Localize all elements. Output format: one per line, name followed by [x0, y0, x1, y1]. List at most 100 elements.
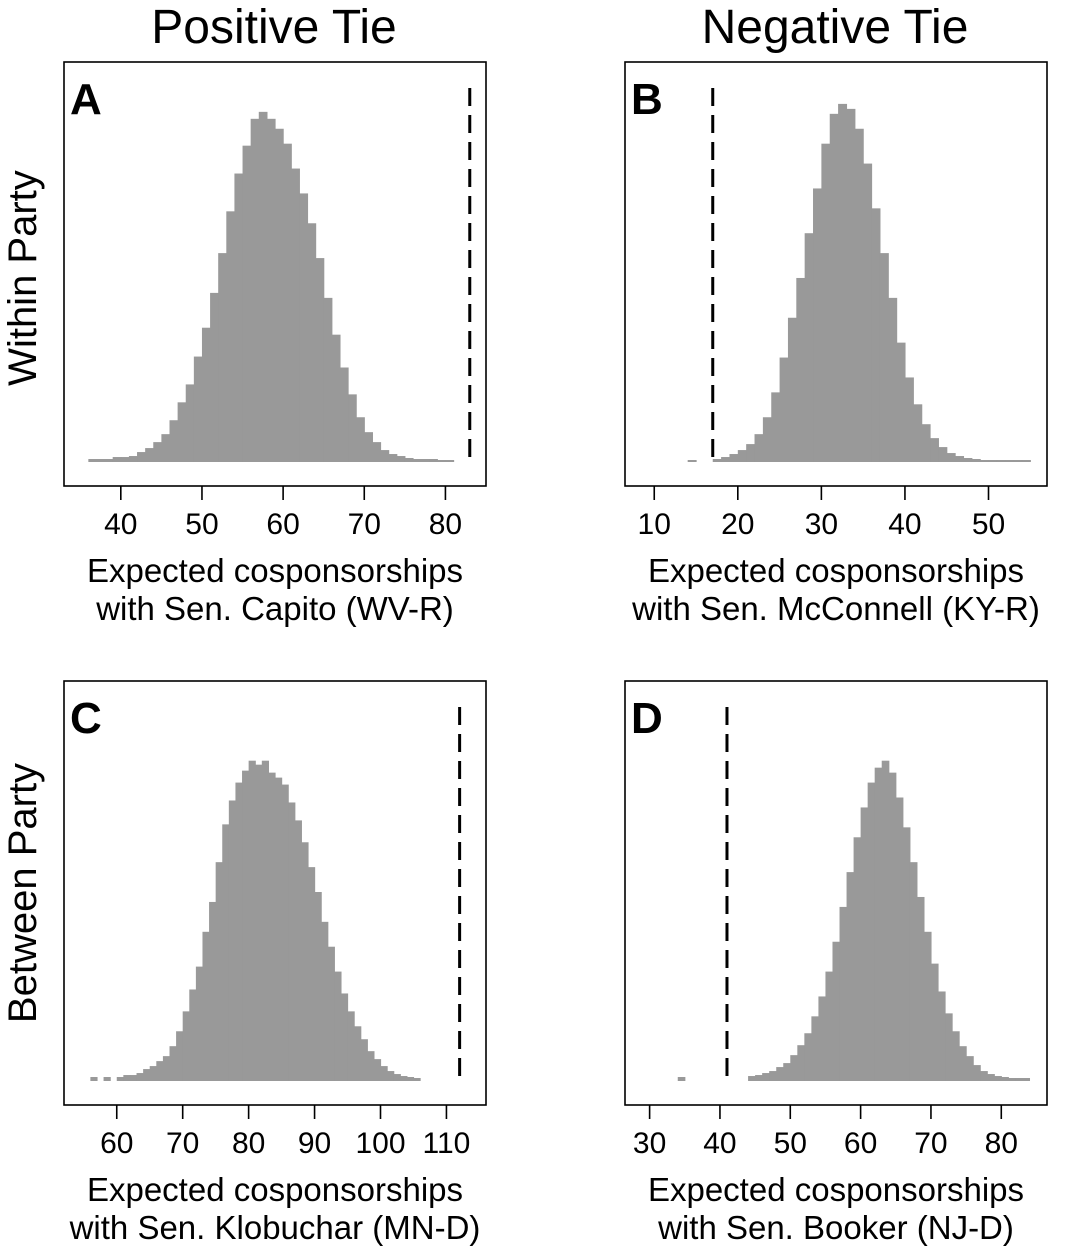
- histogram-bar: [429, 459, 438, 462]
- histogram-bar: [242, 145, 252, 463]
- histogram-bar: [437, 460, 447, 462]
- histogram-bar: [846, 872, 855, 1081]
- histogram-bar: [250, 118, 260, 462]
- histogram-bar: [779, 357, 789, 462]
- x-axis-label: Expected cosponsorships: [87, 552, 463, 589]
- histogram-bar: [909, 862, 918, 1081]
- histogram-bar: [242, 770, 250, 1081]
- x-tick-label: 110: [423, 1127, 471, 1160]
- histogram-bar: [762, 1073, 770, 1081]
- histogram-bar: [787, 317, 797, 462]
- histogram-bar: [314, 892, 322, 1081]
- histogram-bar: [973, 1065, 981, 1081]
- histogram-bar: [364, 432, 373, 462]
- histogram-bar: [729, 454, 739, 462]
- histogram-bar: [347, 1011, 355, 1081]
- histogram-bar: [821, 143, 831, 462]
- histogram-bar: [825, 971, 834, 1081]
- column-title-negative-tie: Negative Tie: [701, 1, 969, 54]
- histogram-bar: [400, 1076, 408, 1081]
- histogram-bar: [301, 842, 309, 1081]
- histogram-bar: [838, 103, 848, 462]
- histogram-bar: [879, 253, 889, 462]
- histogram-bar: [185, 384, 195, 462]
- histogram-bar: [959, 1046, 967, 1081]
- x-tick-label: 60: [100, 1127, 133, 1160]
- histogram-bar: [955, 456, 965, 462]
- histogram-bar: [137, 452, 146, 462]
- histogram-bar: [149, 1066, 157, 1081]
- histogram-bar: [797, 1045, 805, 1081]
- histogram-bar: [811, 1016, 820, 1081]
- histogram-bar: [299, 193, 309, 463]
- panel-label: D: [631, 694, 663, 743]
- histogram-bar: [380, 1066, 388, 1081]
- x-tick-label: 30: [633, 1127, 666, 1160]
- histogram-bar: [189, 989, 197, 1081]
- histogram-bar: [963, 458, 973, 462]
- histogram-bar: [201, 327, 211, 462]
- histogram-bar: [275, 777, 283, 1081]
- histogram-bar: [283, 143, 292, 462]
- histogram-bar: [104, 459, 114, 462]
- histogram-bar: [234, 173, 244, 462]
- histogram-bar: [945, 1013, 953, 1081]
- histogram-bar: [88, 459, 98, 462]
- histogram-bar: [966, 1056, 974, 1081]
- histogram-bar: [182, 1011, 190, 1081]
- histogram-bar: [356, 417, 365, 462]
- column-title-positive-tie: Positive Tie: [151, 1, 397, 54]
- histogram-bar: [288, 802, 296, 1081]
- histogram-bar: [348, 394, 357, 462]
- histogram-bar: [946, 453, 956, 462]
- histogram-bar: [116, 1077, 124, 1081]
- histogram-bar: [771, 392, 781, 462]
- histogram-bar: [281, 784, 289, 1081]
- histogram-bar: [952, 1031, 960, 1081]
- histogram-bar: [904, 377, 914, 462]
- histogram-bar: [863, 163, 873, 462]
- histogram-bar: [169, 1046, 177, 1081]
- histogram-bar: [162, 1056, 171, 1081]
- histogram-bar: [804, 1033, 812, 1081]
- x-tick-label: 80: [429, 508, 462, 541]
- histogram-bar: [1001, 1077, 1009, 1081]
- histogram-bar: [372, 442, 382, 462]
- histogram-bar: [96, 459, 106, 462]
- histogram-bar: [804, 233, 814, 462]
- histogram-bar: [980, 1071, 988, 1081]
- x-tick-label: 20: [721, 508, 754, 541]
- histogram-bar: [921, 424, 931, 462]
- histogram-bar: [340, 993, 349, 1081]
- histogram-bar: [1008, 1078, 1016, 1081]
- histogram-bar: [406, 1077, 415, 1081]
- histogram-bar: [913, 404, 923, 462]
- histogram-bar: [839, 906, 848, 1081]
- x-tick-label: 40: [703, 1127, 736, 1160]
- x-axis-label: with Sen. Booker (NJ-D): [657, 1209, 1014, 1246]
- histogram-bar: [396, 456, 406, 462]
- histogram-bar: [853, 837, 862, 1081]
- histogram-bar: [169, 420, 179, 462]
- histogram-bar: [331, 334, 341, 462]
- histogram-bar: [776, 1067, 784, 1081]
- histogram-bar: [923, 931, 932, 1081]
- histogram-bar: [846, 108, 856, 463]
- histogram-bar: [210, 292, 219, 462]
- x-tick-label: 40: [104, 508, 137, 541]
- histogram-bar: [323, 297, 333, 462]
- histogram-bar: [373, 1059, 382, 1081]
- histogram-bar: [380, 450, 390, 462]
- histogram-bar: [354, 1026, 362, 1081]
- x-tick-label: 50: [774, 1127, 807, 1160]
- x-tick-label: 50: [972, 508, 1005, 541]
- histogram-bar: [980, 460, 990, 462]
- x-tick-label: 90: [298, 1127, 331, 1160]
- histogram-bar: [258, 111, 268, 462]
- histogram-bar: [746, 444, 756, 462]
- histogram-bar: [888, 772, 897, 1081]
- histogram-bar: [128, 456, 138, 462]
- histogram-bar: [120, 457, 130, 462]
- histogram-bar: [813, 188, 822, 462]
- histogram-bar: [294, 820, 302, 1081]
